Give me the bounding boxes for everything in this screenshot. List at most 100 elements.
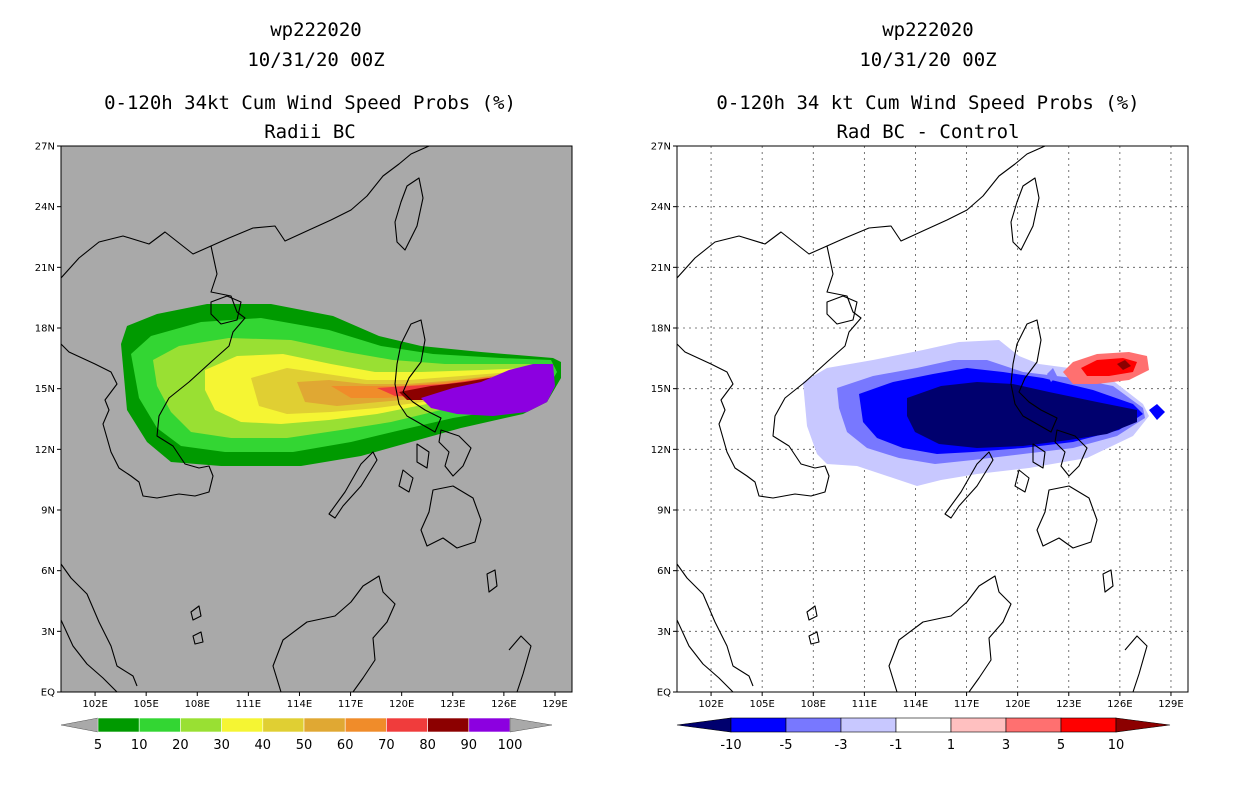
right-title-line-3: 0-120h 34 kt Cum Wind Speed Probs (%) bbox=[716, 92, 1139, 114]
right-x-tick-label: 123E bbox=[1056, 699, 1081, 710]
right-x-tick-label: 114E bbox=[903, 699, 928, 710]
left-colorbar-swatch bbox=[221, 717, 264, 733]
right-colorbar-swatch bbox=[950, 717, 1007, 733]
right-x-tick-label: 120E bbox=[1005, 699, 1030, 710]
right-y-tick-label: 21N bbox=[651, 263, 671, 274]
right-colorbar-label: -1 bbox=[890, 738, 903, 753]
left-title-line-2: 10/31/20 00Z bbox=[247, 49, 384, 71]
right-y-tick-label: 12N bbox=[651, 445, 671, 456]
left-title-line-1: wp222020 bbox=[270, 19, 362, 41]
right-plot-frame bbox=[676, 145, 1189, 693]
left-axis-ticks: 102E 105E 108E 111E 114E 117E 120E 123E 126E 129E… bbox=[35, 142, 568, 711]
left-colorbar-label: 80 bbox=[419, 738, 436, 753]
right-colorbar-swatch bbox=[730, 717, 787, 733]
left-colorbar-high-arrow bbox=[509, 717, 553, 733]
left-colorbar-swatch bbox=[344, 717, 387, 733]
left-colorbar-label: 10 bbox=[131, 738, 148, 753]
right-colorbar-swatch bbox=[1060, 717, 1117, 733]
left-plot-frame bbox=[60, 145, 573, 693]
left-y-tick-label: 18N bbox=[35, 324, 55, 335]
right-colorbar: -10 -5 -3 -1 1 3 5 10 bbox=[676, 717, 1171, 753]
right-difference-field bbox=[677, 146, 1165, 692]
right-colorbar-label: 5 bbox=[1057, 738, 1065, 753]
right-title-line-4: Rad BC - Control bbox=[836, 121, 1019, 143]
left-colorbar-swatch bbox=[138, 717, 181, 733]
right-y-tick-label: 27N bbox=[651, 142, 671, 153]
left-colorbar-swatch bbox=[97, 717, 140, 733]
right-colorbar-swatch bbox=[895, 717, 952, 733]
right-colorbar-swatch bbox=[1005, 717, 1062, 733]
prob-contour-100 bbox=[421, 364, 555, 416]
left-x-tick-label: 102E bbox=[82, 699, 107, 710]
right-colorbar-label: -3 bbox=[835, 738, 848, 753]
right-colorbar-swatch bbox=[840, 717, 897, 733]
left-y-tick-label: EQ bbox=[41, 688, 55, 699]
left-colorbar-swatch bbox=[468, 717, 511, 733]
right-colorbar-low-arrow bbox=[676, 717, 732, 733]
right-x-tick-label: 108E bbox=[801, 699, 826, 710]
right-panel: wp222020 10/31/20 00Z 0-120h 34 kt Cum W… bbox=[651, 19, 1189, 753]
right-grid bbox=[677, 145, 1188, 692]
left-colorbar-label: 50 bbox=[296, 738, 313, 753]
right-title-line-2: 10/31/20 00Z bbox=[859, 49, 996, 71]
left-colorbar-label: 70 bbox=[378, 738, 395, 753]
left-y-tick-label: 12N bbox=[35, 445, 55, 456]
left-colorbar: 5 10 20 30 40 50 60 70 80 90 100 bbox=[60, 717, 553, 753]
right-y-tick-label: 18N bbox=[651, 324, 671, 335]
right-x-tick-label: 126E bbox=[1107, 699, 1132, 710]
left-colorbar-swatch bbox=[180, 717, 222, 733]
left-title-line-3: 0-120h 34kt Cum Wind Speed Probs (%) bbox=[104, 92, 516, 114]
left-x-tick-label: 117E bbox=[338, 699, 363, 710]
left-y-tick-label: 9N bbox=[41, 506, 55, 517]
left-colorbar-label: 90 bbox=[461, 738, 478, 753]
left-x-tick-label: 108E bbox=[185, 699, 210, 710]
right-y-tick-label: 3N bbox=[657, 627, 671, 638]
right-colorbar-label: -10 bbox=[720, 738, 741, 753]
left-y-tick-label: 3N bbox=[41, 627, 55, 638]
diff-contour-minus-3-north bbox=[1047, 368, 1057, 382]
right-y-tick-label: 15N bbox=[651, 384, 671, 395]
left-x-tick-label: 114E bbox=[287, 699, 312, 710]
left-y-tick-label: 15N bbox=[35, 384, 55, 395]
left-y-tick-label: 6N bbox=[41, 566, 55, 577]
left-x-tick-label: 120E bbox=[389, 699, 414, 710]
left-colorbar-label: 100 bbox=[498, 738, 523, 753]
left-colorbar-swatch bbox=[427, 717, 470, 733]
left-title-line-4: Radii BC bbox=[264, 121, 356, 143]
right-y-tick-label: 24N bbox=[651, 202, 671, 213]
diff-contour-minus-5-east bbox=[1149, 404, 1165, 420]
right-colorbar-swatch bbox=[785, 717, 842, 733]
right-colorbar-label: 10 bbox=[1108, 738, 1125, 753]
right-x-tick-label: 117E bbox=[954, 699, 979, 710]
right-x-tick-label: 129E bbox=[1158, 699, 1183, 710]
left-x-tick-label: 111E bbox=[236, 699, 261, 710]
left-x-tick-label: 105E bbox=[133, 699, 158, 710]
left-y-tick-label: 27N bbox=[35, 142, 55, 153]
right-colorbar-high-arrow bbox=[1115, 717, 1171, 733]
left-x-tick-label: 123E bbox=[440, 699, 465, 710]
left-probability-field bbox=[61, 146, 561, 692]
right-y-tick-label: EQ bbox=[657, 688, 671, 699]
left-colorbar-swatch bbox=[303, 717, 346, 733]
right-title-line-1: wp222020 bbox=[882, 19, 974, 41]
left-colorbar-swatch bbox=[262, 717, 305, 733]
left-colorbar-label: 60 bbox=[337, 738, 354, 753]
left-colorbar-label: 20 bbox=[172, 738, 189, 753]
left-colorbar-swatch bbox=[386, 717, 428, 733]
right-y-tick-label: 9N bbox=[657, 506, 671, 517]
diff-contour-plus-max bbox=[1117, 360, 1131, 370]
right-x-tick-label: 102E bbox=[698, 699, 723, 710]
right-y-tick-label: 6N bbox=[657, 566, 671, 577]
left-x-tick-label: 126E bbox=[491, 699, 516, 710]
right-colorbar-label: 3 bbox=[1002, 738, 1010, 753]
left-colorbar-low-arrow bbox=[60, 717, 99, 733]
right-colorbar-label: -5 bbox=[780, 738, 793, 753]
left-panel: wp222020 10/31/20 00Z 0-120h 34kt Cum Wi… bbox=[35, 19, 573, 753]
left-x-tick-label: 129E bbox=[542, 699, 567, 710]
right-x-tick-label: 105E bbox=[749, 699, 774, 710]
left-colorbar-label: 30 bbox=[213, 738, 230, 753]
left-y-tick-label: 21N bbox=[35, 263, 55, 274]
right-axis-ticks: 102E 105E 108E 111E 114E 117E 120E 123E 126E 129E… bbox=[651, 142, 1184, 711]
right-colorbar-label: 1 bbox=[947, 738, 955, 753]
